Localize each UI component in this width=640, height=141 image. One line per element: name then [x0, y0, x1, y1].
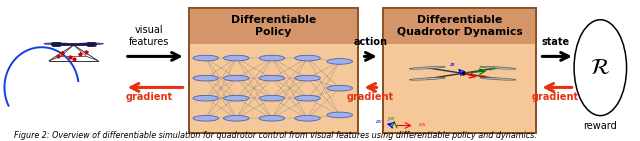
Circle shape [327, 59, 353, 64]
Text: gradient: gradient [347, 92, 394, 102]
Text: $\mathcal{R}$: $\mathcal{R}$ [590, 57, 611, 79]
Ellipse shape [409, 66, 445, 69]
Circle shape [259, 115, 285, 121]
Ellipse shape [480, 77, 516, 80]
FancyBboxPatch shape [383, 8, 536, 133]
Circle shape [193, 55, 219, 61]
Text: $y_W$: $y_W$ [387, 115, 396, 123]
Circle shape [259, 95, 285, 101]
Ellipse shape [44, 43, 68, 45]
Ellipse shape [574, 20, 627, 116]
Circle shape [259, 55, 285, 61]
Text: $z_W$: $z_W$ [375, 118, 383, 126]
Text: Differentiable
Quadrotor Dynamics: Differentiable Quadrotor Dynamics [397, 15, 522, 37]
Circle shape [223, 75, 249, 81]
Text: visual
features: visual features [129, 25, 169, 47]
Circle shape [327, 85, 353, 91]
FancyBboxPatch shape [189, 8, 358, 44]
Circle shape [223, 95, 249, 101]
Text: $y_B$: $y_B$ [488, 65, 497, 73]
Circle shape [193, 95, 219, 101]
Text: $x_W$: $x_W$ [418, 122, 426, 129]
Text: $z_B$: $z_B$ [449, 61, 457, 69]
Circle shape [223, 115, 249, 121]
Ellipse shape [480, 66, 516, 69]
Text: reward: reward [584, 121, 617, 131]
FancyBboxPatch shape [383, 8, 536, 44]
Ellipse shape [409, 77, 445, 80]
Circle shape [259, 75, 285, 81]
Circle shape [294, 95, 321, 101]
Text: action: action [353, 37, 388, 47]
Circle shape [193, 75, 219, 81]
Circle shape [193, 115, 219, 121]
Text: state: state [541, 37, 570, 47]
Circle shape [294, 55, 321, 61]
Circle shape [327, 112, 353, 118]
Text: gradient: gradient [532, 92, 579, 102]
Text: Figure 2: Overview of differentiable simulation for quadrotor control from visua: Figure 2: Overview of differentiable sim… [14, 131, 537, 140]
Text: Differentiable
Policy: Differentiable Policy [231, 15, 316, 37]
FancyBboxPatch shape [189, 8, 358, 133]
Circle shape [294, 115, 321, 121]
Text: $x_B$: $x_B$ [479, 73, 486, 81]
Circle shape [223, 55, 249, 61]
Text: gradient: gradient [125, 92, 172, 102]
Ellipse shape [79, 43, 104, 45]
Circle shape [294, 75, 321, 81]
